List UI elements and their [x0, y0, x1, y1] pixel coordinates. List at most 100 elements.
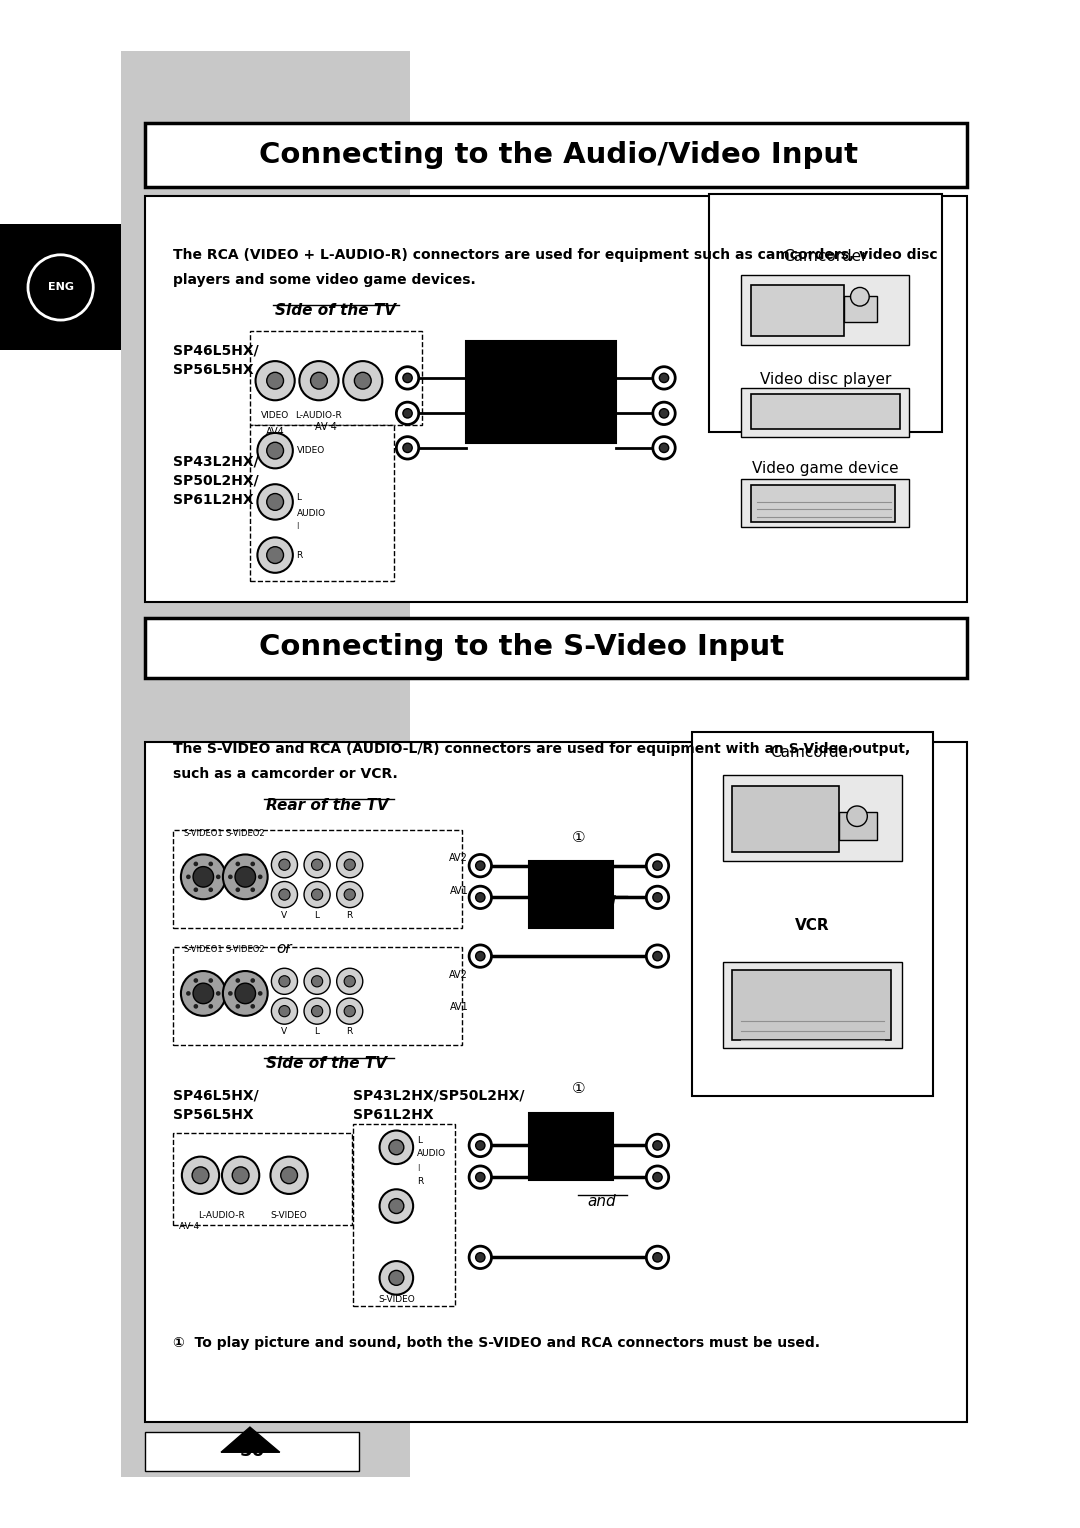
Circle shape — [271, 998, 297, 1024]
Circle shape — [345, 976, 355, 987]
Circle shape — [660, 408, 669, 419]
Circle shape — [181, 854, 226, 900]
Bar — [145, 617, 967, 678]
Circle shape — [271, 882, 297, 908]
Circle shape — [193, 862, 199, 866]
Text: L: L — [314, 911, 320, 920]
Text: SP43L2HX/SP50L2HX/
SP61L2HX: SP43L2HX/SP50L2HX/ SP61L2HX — [352, 1088, 524, 1122]
Circle shape — [305, 998, 330, 1024]
Polygon shape — [221, 1427, 280, 1452]
Text: S-VIDEO: S-VIDEO — [378, 1294, 415, 1303]
Circle shape — [193, 983, 214, 1004]
Bar — [742, 478, 909, 527]
Circle shape — [251, 1004, 255, 1008]
Circle shape — [652, 952, 662, 961]
Circle shape — [305, 969, 330, 995]
Text: S-VIDEO: S-VIDEO — [271, 1210, 308, 1219]
Circle shape — [311, 889, 323, 900]
Circle shape — [379, 1189, 414, 1222]
Circle shape — [652, 1141, 662, 1151]
Circle shape — [267, 494, 284, 510]
Circle shape — [222, 1157, 259, 1193]
Bar — [751, 486, 895, 523]
Text: V: V — [282, 1027, 287, 1036]
Circle shape — [193, 888, 199, 892]
Bar — [173, 947, 461, 1045]
Bar — [843, 296, 877, 322]
Bar — [249, 332, 422, 425]
Text: AUDIO: AUDIO — [417, 1149, 446, 1158]
Circle shape — [28, 255, 93, 319]
Bar — [467, 341, 616, 443]
Circle shape — [257, 538, 293, 573]
Circle shape — [267, 373, 284, 390]
Circle shape — [652, 1253, 662, 1262]
Circle shape — [379, 1131, 414, 1164]
Circle shape — [279, 1005, 291, 1016]
Text: AV1: AV1 — [449, 886, 469, 895]
Circle shape — [271, 969, 297, 995]
Text: SP46L5HX/
SP56L5HX: SP46L5HX/ SP56L5HX — [173, 1088, 258, 1122]
Text: AV4: AV4 — [266, 426, 284, 437]
Circle shape — [193, 1004, 199, 1008]
Text: or: or — [276, 941, 293, 957]
Circle shape — [851, 287, 869, 306]
Text: AUDIO: AUDIO — [297, 509, 326, 518]
Circle shape — [222, 970, 268, 1016]
Circle shape — [379, 1261, 414, 1294]
Circle shape — [652, 1172, 662, 1181]
Text: R: R — [417, 1177, 423, 1186]
Circle shape — [311, 1005, 323, 1016]
Text: Camcorder: Camcorder — [783, 249, 867, 264]
Text: S-VIDEO1: S-VIDEO1 — [184, 828, 224, 837]
Text: Side of the TV: Side of the TV — [266, 1056, 387, 1071]
Text: S-VIDEO2: S-VIDEO2 — [226, 946, 265, 953]
Circle shape — [311, 976, 323, 987]
Circle shape — [279, 976, 291, 987]
Circle shape — [270, 1157, 308, 1193]
Bar — [529, 1112, 612, 1180]
Circle shape — [403, 408, 413, 419]
Text: AV2: AV2 — [449, 853, 469, 863]
Text: L-AUDIO-R: L-AUDIO-R — [198, 1210, 244, 1219]
Circle shape — [646, 944, 669, 967]
Circle shape — [228, 992, 232, 996]
Circle shape — [475, 952, 485, 961]
Bar — [692, 732, 933, 1096]
Circle shape — [469, 1247, 491, 1268]
Text: |: | — [297, 521, 299, 529]
Text: Side of the TV: Side of the TV — [275, 303, 396, 318]
Bar — [249, 425, 394, 581]
Circle shape — [251, 978, 255, 983]
Circle shape — [181, 1157, 219, 1193]
Circle shape — [311, 373, 327, 390]
Text: players and some video game devices.: players and some video game devices. — [173, 274, 475, 287]
Text: ①  To play picture and sound, both the S-VIDEO and RCA connectors must be used.: ① To play picture and sound, both the S-… — [173, 1335, 820, 1351]
Circle shape — [396, 402, 419, 425]
Circle shape — [475, 1253, 485, 1262]
Bar — [529, 860, 612, 927]
Bar — [145, 1432, 359, 1471]
Circle shape — [279, 859, 291, 871]
Circle shape — [279, 889, 291, 900]
Circle shape — [345, 889, 355, 900]
Bar — [0, 225, 121, 350]
Circle shape — [652, 860, 662, 871]
Text: SP43L2HX/
SP50L2HX/
SP61L2HX: SP43L2HX/ SP50L2HX/ SP61L2HX — [173, 454, 258, 507]
Bar — [173, 830, 461, 927]
Bar — [121, 52, 410, 1476]
Circle shape — [646, 1247, 669, 1268]
Text: L-AUDIO-R: L-AUDIO-R — [296, 411, 342, 420]
Bar — [723, 961, 902, 1048]
Circle shape — [389, 1270, 404, 1285]
Circle shape — [228, 874, 232, 879]
Circle shape — [345, 1005, 355, 1016]
Circle shape — [652, 437, 675, 458]
Circle shape — [469, 854, 491, 877]
Circle shape — [660, 373, 669, 382]
Circle shape — [299, 361, 338, 400]
Bar — [742, 388, 909, 437]
Circle shape — [475, 1141, 485, 1151]
Text: AV1: AV1 — [449, 1002, 469, 1013]
Circle shape — [251, 888, 255, 892]
